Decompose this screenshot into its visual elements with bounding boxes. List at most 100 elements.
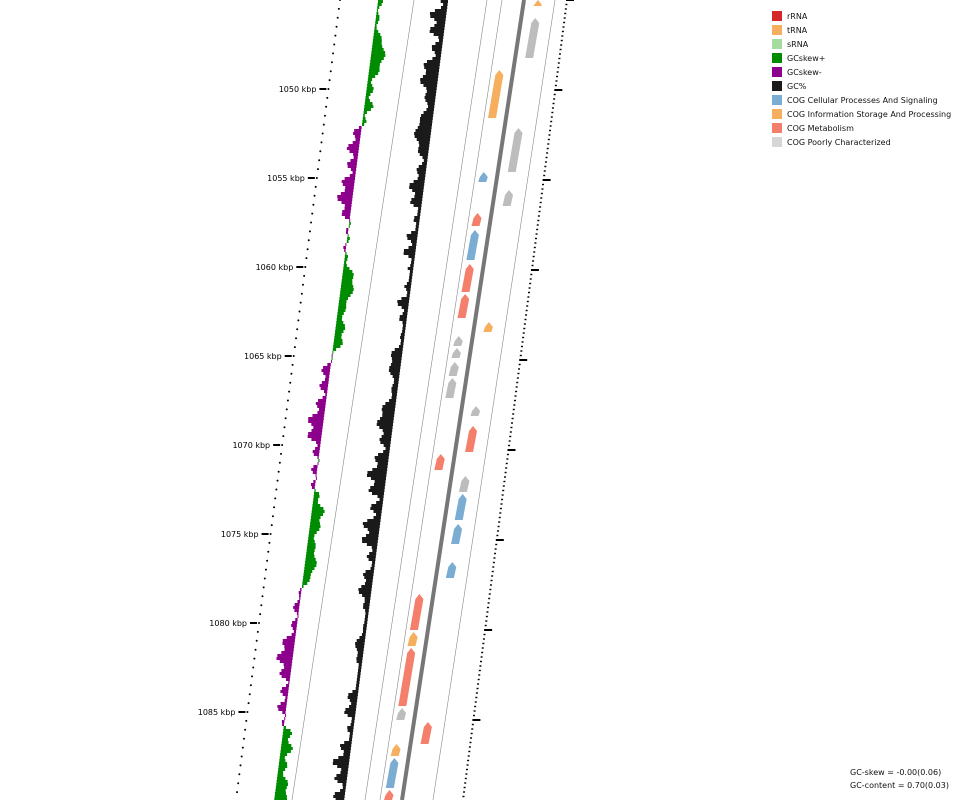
gc-skew-bar — [378, 0, 383, 3]
gc-content-bar — [394, 348, 403, 351]
gc-content-bar — [417, 126, 432, 129]
gc-skew-bar — [292, 621, 298, 624]
scale-label: 1060 kbp — [256, 263, 294, 272]
legend-item-cog-poorly: COG Poorly Characterized — [772, 135, 951, 149]
gc-content-bar — [426, 108, 434, 111]
track-line — [364, 0, 488, 800]
gc-content-bar — [403, 249, 416, 252]
gc-content-bar — [430, 27, 445, 30]
gc-content-bar — [426, 69, 440, 72]
gc-content-bar — [351, 702, 357, 705]
gc-content-bar — [434, 18, 446, 21]
scale-dot — [244, 728, 247, 731]
gc-content-bar — [433, 33, 444, 36]
gc-content-bar — [372, 468, 388, 471]
gc-content-bar — [351, 720, 355, 723]
gc-content-bar — [376, 501, 383, 504]
legend-label: sRNA — [787, 39, 809, 49]
legend-swatch — [772, 137, 782, 147]
gc-content-bar — [347, 729, 354, 732]
legend: rRNA tRNA sRNA GCskew+ GCskew- GC% COG C… — [772, 9, 951, 149]
legend-swatch — [772, 67, 782, 77]
gc-content-bar — [400, 339, 404, 342]
gc-content-bar — [417, 213, 421, 216]
gc-skew-bar — [281, 675, 291, 678]
gc-skew-bar — [307, 543, 316, 546]
gc-skew-bar — [294, 609, 299, 612]
gc-skew-bar — [282, 732, 293, 735]
gc-skew-bar — [370, 57, 384, 60]
gc-content-bar — [432, 57, 441, 60]
gc-content-bar — [371, 564, 375, 567]
gc-skew-bar — [291, 624, 297, 627]
gc-skew-bar — [278, 765, 288, 768]
scale-dot — [336, 16, 339, 19]
gc-skew-bar — [313, 495, 320, 498]
gc-skew-bar — [342, 276, 354, 279]
scale-dot — [254, 648, 257, 651]
gc-content-bar — [373, 516, 381, 519]
gene-arrow — [466, 230, 479, 260]
gene-arrow — [507, 128, 523, 172]
gc-skew-bar — [274, 795, 287, 798]
gc-content-bar — [362, 537, 379, 540]
gc-skew-bar — [339, 294, 351, 297]
gc-content-bar — [409, 270, 413, 273]
gc-content-bar — [418, 141, 430, 144]
gc-content-bar — [418, 174, 426, 177]
gc-content-bar — [416, 138, 431, 141]
gc-skew-bar — [308, 420, 324, 423]
gc-skew-bar — [278, 708, 286, 711]
gene-arrow — [396, 708, 407, 720]
gc-content-bar — [389, 366, 401, 369]
gc-skew-bar — [307, 435, 322, 438]
gc-skew-bar — [282, 693, 288, 696]
gc-content-bar — [411, 198, 423, 201]
gc-content-bar — [370, 486, 385, 489]
gc-skew-bar — [275, 789, 286, 792]
gc-skew-bar — [315, 474, 317, 477]
gc-skew-bar — [276, 783, 288, 786]
scale-dot — [261, 595, 264, 598]
gc-skew-bar — [313, 480, 316, 483]
scale-dot — [300, 292, 303, 295]
scale-dot — [322, 123, 325, 126]
gene-arrow — [409, 594, 424, 630]
gc-skew-bar — [310, 516, 321, 519]
gc-skew-bar — [349, 174, 356, 177]
gc-skew-bar — [281, 744, 292, 747]
gc-skew-stat: GC-skew = -0.00(0.06) — [850, 768, 942, 777]
gc-content-bar — [377, 495, 384, 498]
scale-label: 1070 kbp — [232, 441, 270, 450]
gc-skew-bar — [303, 570, 313, 573]
gc-skew-bar — [373, 36, 382, 39]
gc-skew-bar — [336, 318, 342, 321]
legend-swatch — [772, 11, 782, 21]
scale-dot — [307, 239, 310, 242]
gc-content-bar — [375, 459, 389, 462]
gc-skew-bar — [294, 603, 300, 606]
gc-content-bar — [402, 321, 407, 324]
scale-dot — [239, 764, 242, 767]
gc-content-bar — [365, 612, 369, 615]
outer-scale-ticks — [462, 0, 574, 798]
gc-content-bar — [400, 333, 405, 336]
gc-skew-bar — [282, 639, 295, 642]
gc-skew-bar — [284, 648, 294, 651]
gc-skew-bar — [296, 612, 299, 615]
gc-skew-bar — [317, 411, 325, 414]
gc-content-bar — [400, 336, 405, 339]
track-line — [291, 0, 415, 800]
gc-content-bar — [407, 237, 418, 240]
gc-content-bar — [358, 588, 372, 591]
gc-content-bar — [409, 276, 413, 279]
gc-content-bar — [355, 642, 365, 645]
gene-arrow — [451, 524, 463, 544]
gc-content-bar — [431, 45, 443, 48]
gc-skew-bar — [307, 540, 315, 543]
scale-dot — [327, 88, 330, 90]
gc-content-bar — [412, 243, 417, 246]
scale-dot — [278, 461, 281, 464]
gc-skew-bar — [310, 522, 320, 525]
scale-dot — [305, 257, 308, 260]
